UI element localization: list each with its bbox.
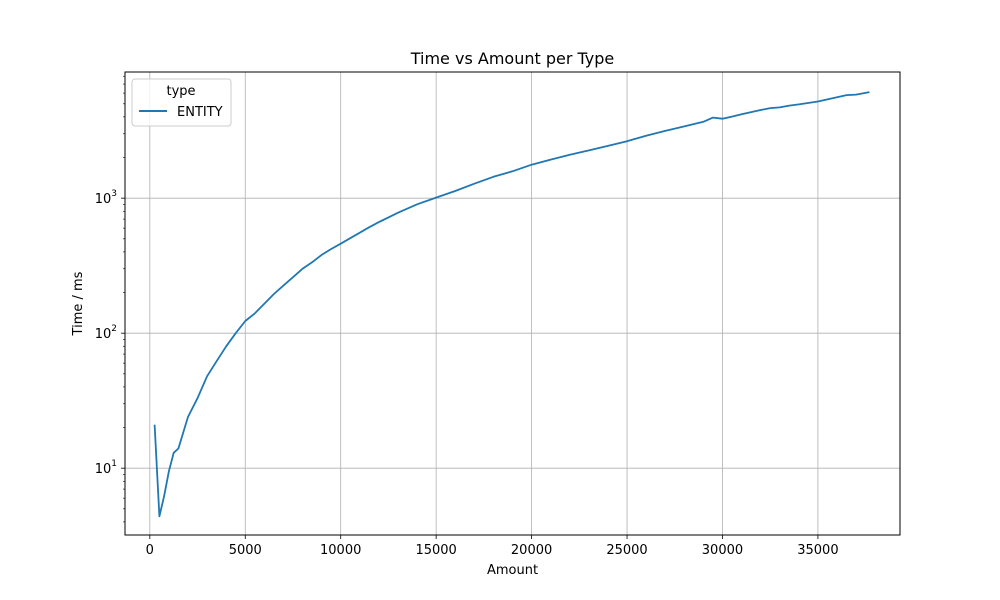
x-tick-label: 35000 <box>797 543 838 558</box>
y-tick-label: 103 <box>95 189 117 207</box>
chart-title: Time vs Amount per Type <box>410 49 615 68</box>
x-tick-label: 30000 <box>702 543 743 558</box>
legend: type ENTITY <box>131 78 232 127</box>
y-tick-label: 101 <box>95 459 117 477</box>
x-tick-label: 5000 <box>229 543 262 558</box>
grid-lines <box>125 72 900 535</box>
legend-title: type <box>166 84 195 99</box>
y-axis: 101 102 103 <box>95 75 125 523</box>
x-tick-label: 25000 <box>606 543 647 558</box>
y-axis-label: Time / ms <box>71 271 86 336</box>
plot-area-frame <box>124 71 901 536</box>
x-tick-label: 20000 <box>511 543 552 558</box>
series-layer <box>153 91 870 518</box>
x-axis-label: Amount <box>487 563 538 578</box>
y-tick-label: 102 <box>95 324 117 342</box>
legend-box <box>131 78 232 127</box>
series-line <box>153 91 870 518</box>
x-tick-label: 10000 <box>320 543 361 558</box>
x-tick-label: 15000 <box>415 543 456 558</box>
x-tick-label: 0 <box>146 543 154 558</box>
legend-entry-label: ENTITY <box>177 105 223 120</box>
x-axis: 0 5000 10000 15000 20000 25000 30000 35000 <box>146 535 839 558</box>
